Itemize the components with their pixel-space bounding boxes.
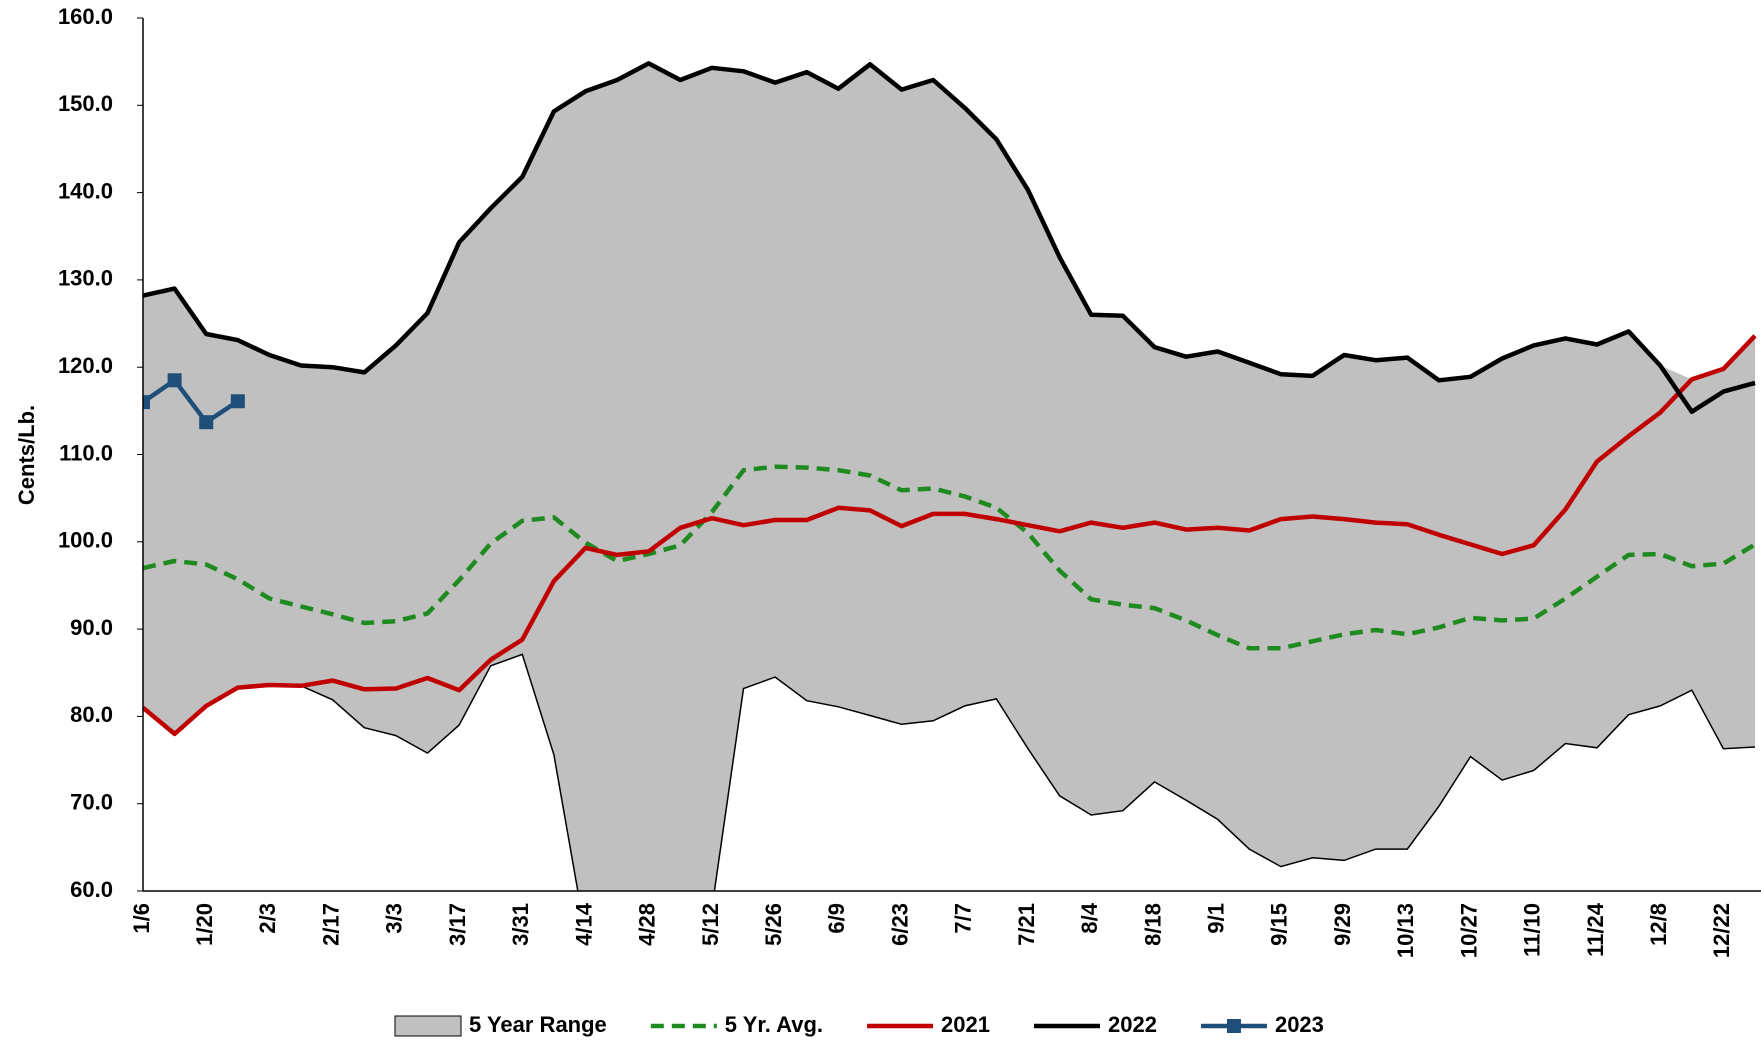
legend-label: 2021 [941, 1012, 990, 1037]
x-tick-label: 10/27 [1456, 903, 1481, 958]
legend: 5 Year Range 5 Yr. Avg. 2021 2022 2023 [394, 1012, 1324, 1037]
series-line [143, 464, 1757, 651]
y-tick-label: 110.0 [59, 440, 113, 465]
x-tick-label: 8/18 [1140, 903, 1165, 946]
series-marker [199, 415, 214, 430]
x-tick-label: 7/7 [951, 903, 976, 934]
y-tick-label: 120.0 [58, 353, 113, 378]
x-tick-label: 6/23 [887, 903, 912, 946]
y-tick-label: 130.0 [58, 266, 113, 291]
series-marker [143, 395, 150, 410]
x-tick-label: 11/10 [1520, 903, 1545, 957]
x-tick-label: 9/1 [1203, 903, 1228, 934]
legend-label: 5 Yr. Avg. [725, 1012, 823, 1037]
legend-marker [1226, 1019, 1241, 1033]
x-tick-label: 1/6 [129, 903, 154, 934]
x-tick-label: 2/17 [318, 903, 343, 946]
x-tick-label: 3/17 [445, 903, 470, 946]
x-tick-label: 12/8 [1646, 903, 1671, 946]
x-tick-label: 9/15 [1267, 903, 1292, 946]
x-tick-label: 12/22 [1709, 903, 1734, 958]
legend-swatch [394, 1015, 462, 1037]
y-tick-label: 160.0 [58, 4, 113, 29]
y-tick-label: 80.0 [70, 702, 113, 727]
x-tick-label: 2/3 [255, 903, 280, 934]
x-tick-label: 8/4 [1077, 902, 1102, 933]
y-tick-label: 60.0 [70, 877, 113, 902]
x-tick-label: 3/3 [382, 903, 407, 934]
series-line [143, 378, 240, 425]
y-tick-label: 140.0 [58, 178, 113, 203]
series-marker [167, 373, 182, 388]
y-tick-label: 90.0 [70, 615, 113, 640]
x-tick-label: 6/9 [824, 903, 849, 934]
y-tick-label: 150.0 [58, 91, 113, 116]
x-tick-label: 4/28 [635, 903, 660, 946]
x-tick-label: 3/31 [508, 903, 533, 946]
range-low-edge [143, 653, 1756, 891]
series-line [143, 61, 1756, 414]
y-tick-label: 70.0 [70, 790, 113, 815]
x-tick-label: 9/29 [1330, 903, 1355, 946]
plot-area [143, 61, 1757, 891]
y-tick-label: 100.0 [58, 528, 113, 553]
legend-label: 5 Year Range [469, 1012, 607, 1037]
legend-label: 2023 [1275, 1012, 1324, 1037]
x-tick-label: 11/24 [1583, 902, 1608, 957]
x-tick-label: 5/26 [761, 903, 786, 946]
x-tick-label: 1/20 [192, 903, 217, 946]
x-tick-label: 4/14 [571, 902, 596, 946]
x-tick-label: 5/12 [698, 903, 723, 946]
x-tick-label: 7/21 [1014, 903, 1039, 946]
y-axis-label: Cents/Lb. [14, 405, 39, 505]
series-marker [230, 394, 245, 409]
legend-label: 2022 [1108, 1012, 1157, 1037]
x-tick-label: 10/13 [1393, 903, 1418, 958]
series-line [143, 334, 1757, 737]
range-area [143, 63, 1755, 891]
